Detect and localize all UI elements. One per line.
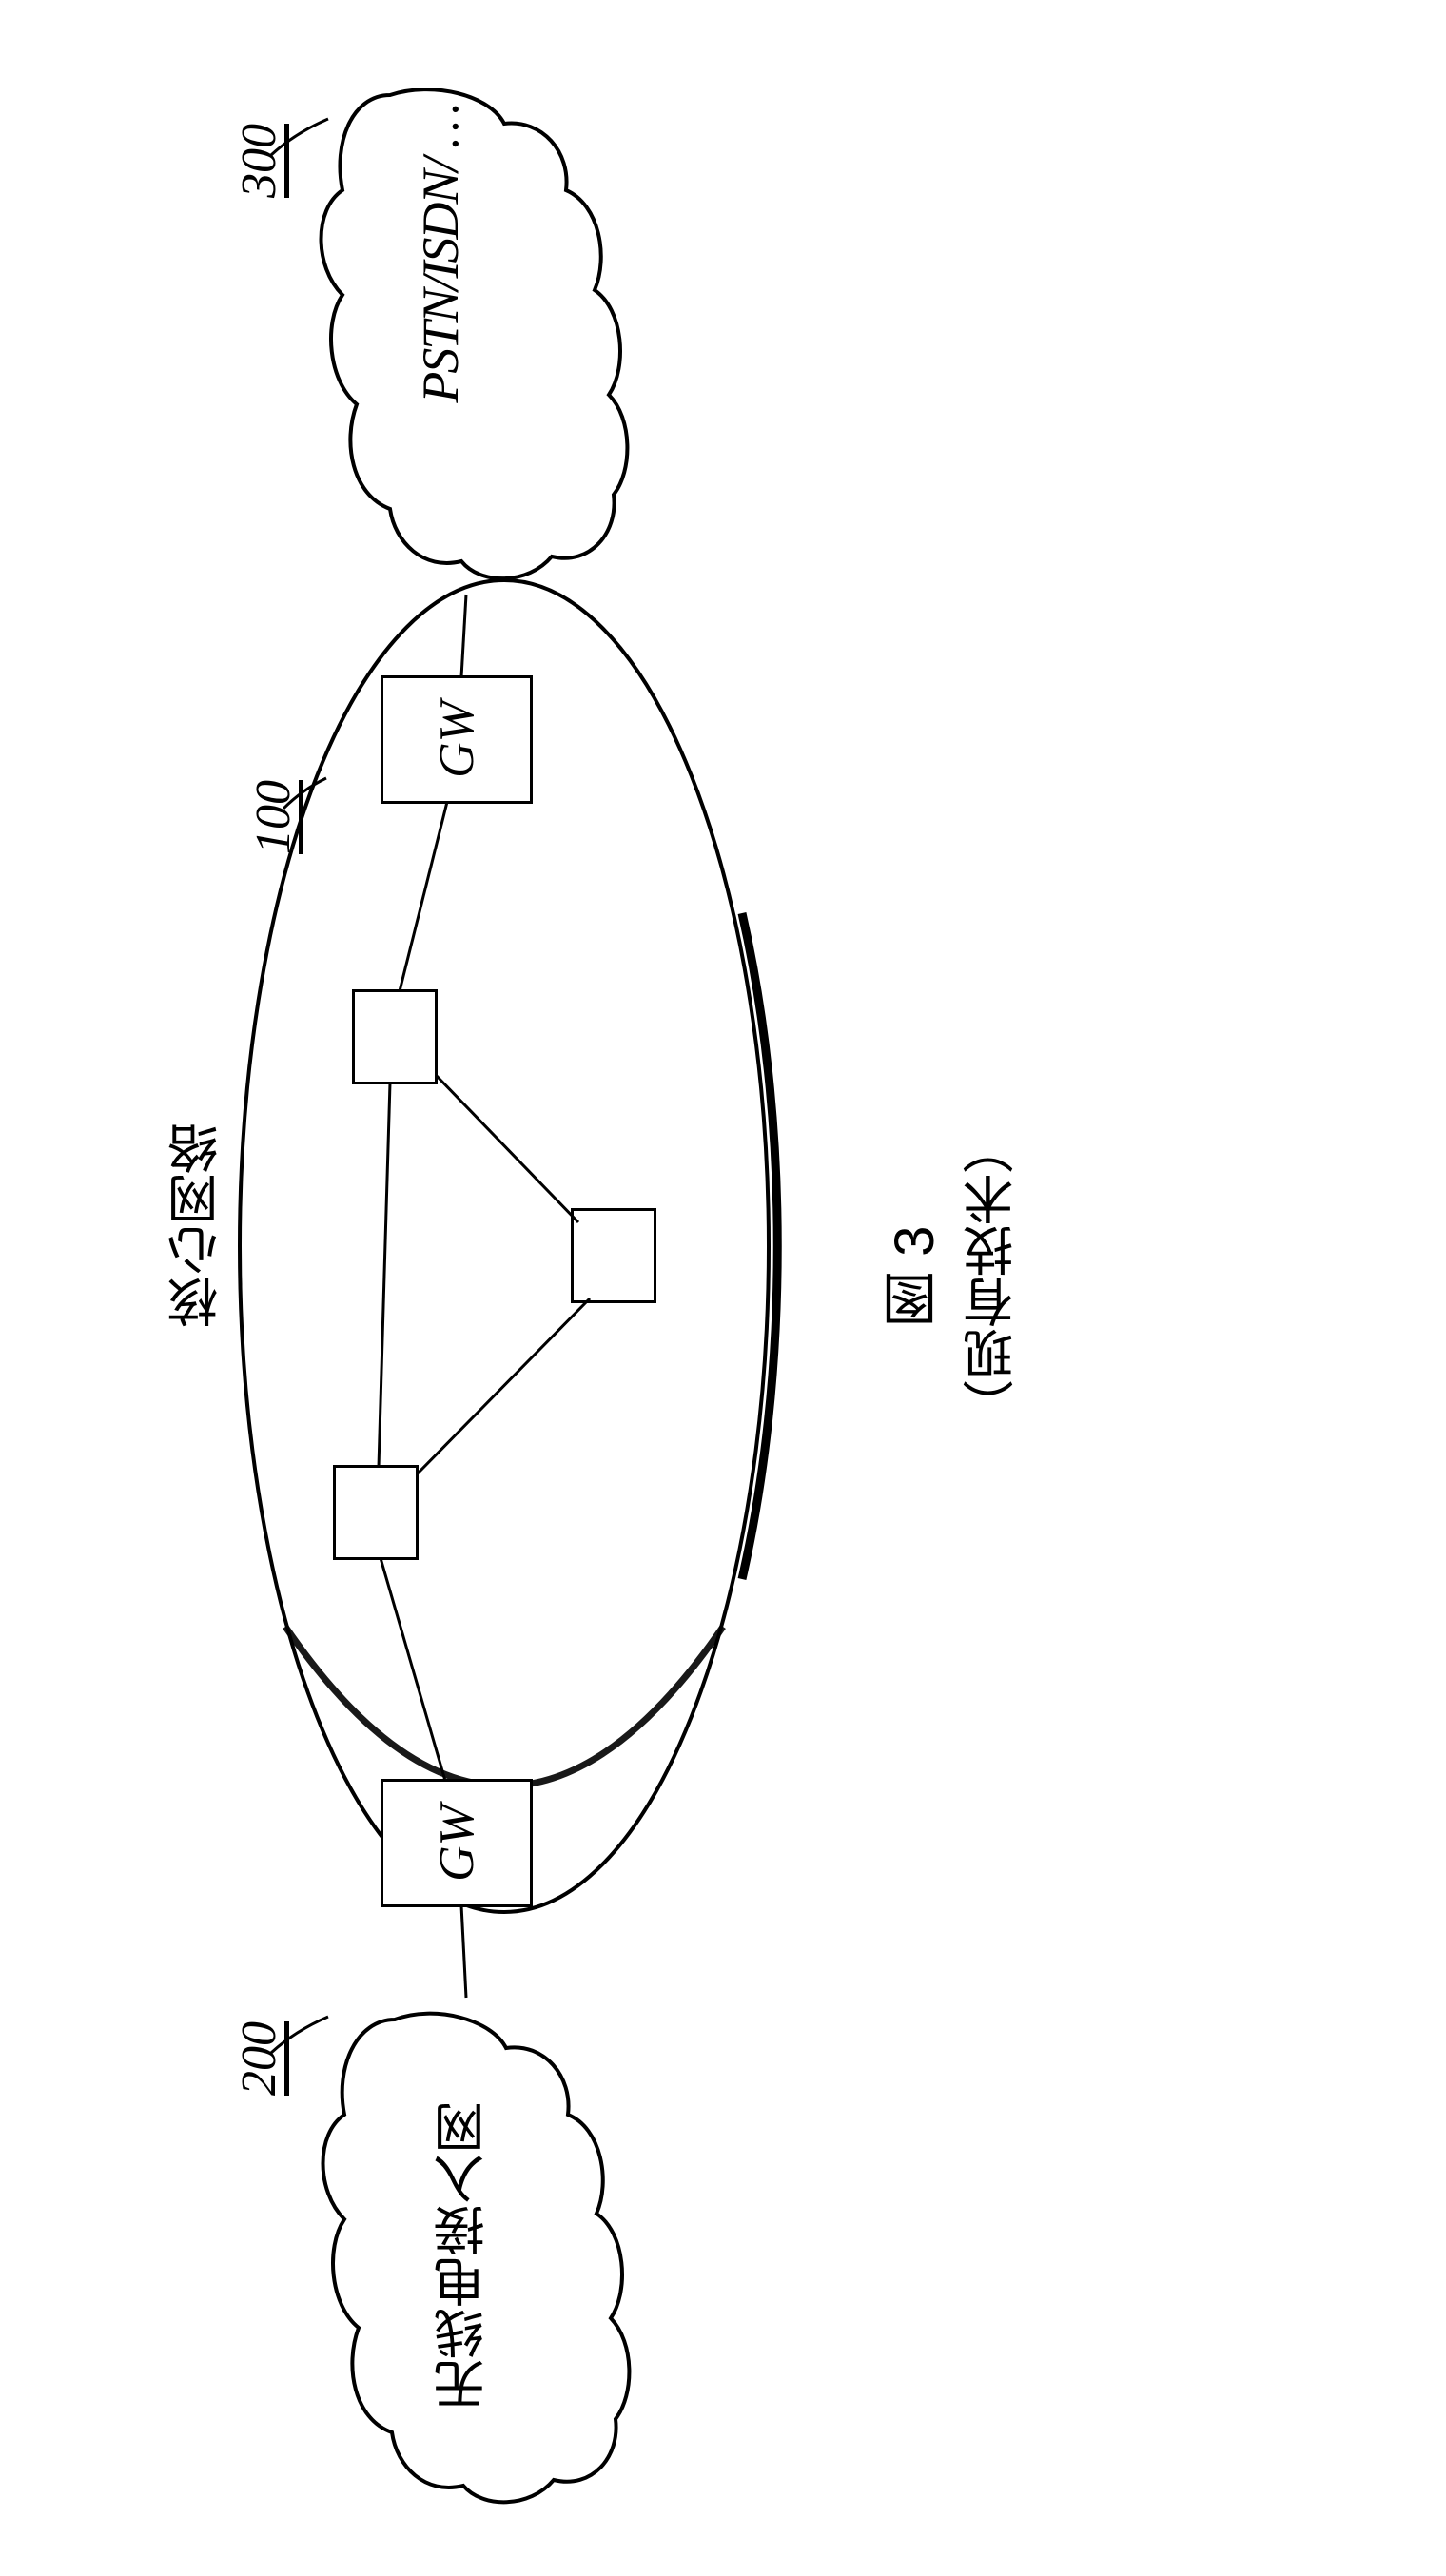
gw-right-label: GW [429, 701, 485, 778]
leader-200 [266, 2007, 342, 2064]
pstn-label: PSTN/ISDN/ … [411, 105, 470, 403]
node-2 [352, 989, 438, 1084]
node-3 [571, 1208, 656, 1303]
caption-line1: 图 3 [875, 1122, 955, 1431]
gw-right-box: GW [381, 675, 533, 804]
radio-access-label: 无线电接入网 [426, 2102, 501, 2410]
gw-left-label: GW [429, 1805, 485, 1882]
gw-left-box: GW [381, 1779, 533, 1907]
figure-caption: 图 3 （现有技术） [875, 1122, 1030, 1431]
caption-line2: （现有技术） [955, 1122, 1030, 1431]
leader-100 [279, 771, 336, 818]
leader-300 [266, 109, 342, 166]
node-1 [333, 1465, 419, 1560]
cloud-pstn [304, 67, 637, 599]
core-network-label: 核心网络 [160, 1122, 235, 1328]
